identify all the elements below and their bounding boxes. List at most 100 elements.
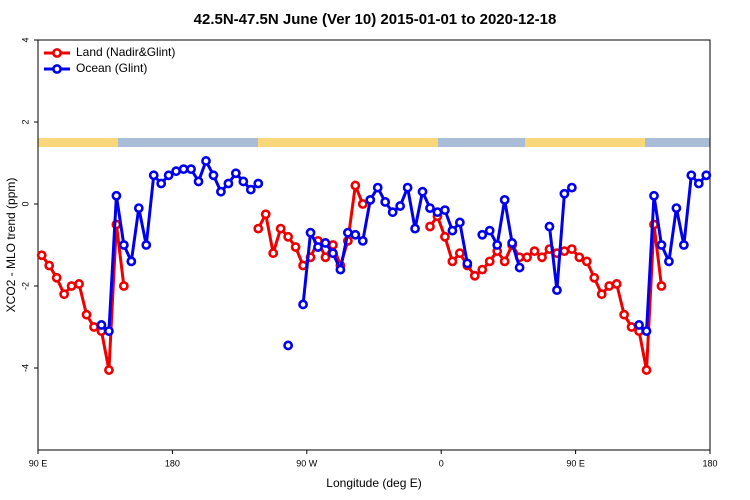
data-point bbox=[693, 178, 704, 189]
data-point bbox=[566, 182, 577, 193]
series bbox=[96, 156, 712, 351]
y-tick-label: 4 bbox=[20, 37, 30, 42]
legend-label: Ocean (Glint) bbox=[76, 61, 147, 75]
data-point bbox=[380, 197, 391, 207]
data-point bbox=[559, 246, 570, 257]
data-point bbox=[36, 250, 47, 261]
series-line bbox=[428, 213, 663, 371]
data-point bbox=[365, 194, 376, 205]
data-point bbox=[656, 240, 667, 250]
x-tick-label: 90 E bbox=[566, 458, 585, 468]
data-point bbox=[320, 252, 331, 263]
data-point bbox=[238, 176, 249, 187]
data-point bbox=[335, 264, 346, 275]
data-point bbox=[320, 238, 331, 248]
data-point bbox=[604, 281, 615, 291]
data-point bbox=[477, 229, 488, 240]
data-point bbox=[649, 190, 659, 201]
data-point bbox=[118, 240, 129, 250]
data-point bbox=[372, 182, 383, 193]
data-point bbox=[111, 190, 122, 201]
data-point bbox=[566, 244, 577, 254]
data-point bbox=[253, 178, 264, 189]
data-point bbox=[559, 188, 570, 199]
data-point bbox=[350, 180, 361, 191]
data-point bbox=[223, 178, 234, 189]
data-point bbox=[156, 178, 167, 189]
data-point bbox=[537, 252, 547, 263]
data-point bbox=[260, 209, 271, 220]
data-point bbox=[447, 256, 458, 267]
y-axis-label: XCO2 - MLO trend (ppm) bbox=[4, 178, 18, 313]
data-point bbox=[395, 201, 406, 211]
data-point bbox=[328, 248, 338, 259]
data-point bbox=[305, 227, 316, 238]
legend-label: Land (Nadir&Glint) bbox=[76, 45, 175, 59]
data-point bbox=[126, 256, 137, 267]
data-point bbox=[208, 170, 219, 181]
data-point bbox=[514, 262, 525, 273]
data-point bbox=[484, 256, 495, 267]
data-point bbox=[581, 256, 592, 267]
data-point bbox=[634, 320, 644, 330]
data-point bbox=[686, 170, 697, 181]
data-point bbox=[544, 221, 555, 232]
y-tick-label: -4 bbox=[20, 364, 30, 372]
legend-marker bbox=[52, 48, 62, 58]
data-point bbox=[440, 205, 450, 216]
data-point bbox=[499, 194, 510, 205]
land-ocean-strip bbox=[38, 138, 710, 147]
x-tick-label: 180 bbox=[702, 458, 717, 468]
data-point bbox=[522, 252, 532, 263]
data-point bbox=[425, 221, 435, 232]
data-point bbox=[664, 256, 674, 267]
data-point bbox=[51, 272, 62, 283]
data-point bbox=[507, 238, 518, 248]
data-point bbox=[492, 240, 503, 250]
data-point bbox=[477, 264, 488, 275]
data-point bbox=[66, 281, 77, 291]
series-line bbox=[638, 171, 708, 335]
data-point bbox=[454, 217, 465, 228]
y-tick-label: -2 bbox=[20, 282, 30, 290]
x-tick-label: 90 E bbox=[29, 458, 48, 468]
data-point bbox=[96, 320, 107, 330]
data-point bbox=[552, 285, 562, 295]
data-point bbox=[118, 281, 129, 291]
data-point bbox=[275, 223, 286, 234]
y-tick-label: 2 bbox=[20, 119, 30, 124]
data-point bbox=[641, 326, 652, 336]
data-point bbox=[283, 340, 294, 351]
data-point bbox=[417, 186, 428, 197]
data-point bbox=[440, 231, 450, 242]
data-point bbox=[350, 229, 361, 240]
data-point bbox=[656, 281, 667, 291]
data-point bbox=[529, 246, 540, 257]
data-point bbox=[574, 252, 585, 263]
plot-frame bbox=[37, 39, 711, 451]
data-point bbox=[462, 258, 473, 269]
data-point bbox=[410, 223, 420, 234]
data-point bbox=[589, 272, 600, 283]
data-point bbox=[178, 164, 189, 175]
data-point bbox=[469, 270, 480, 281]
data-point bbox=[447, 225, 458, 236]
data-point bbox=[163, 170, 174, 181]
legend-marker bbox=[52, 64, 62, 74]
x-tick-label: 180 bbox=[165, 458, 180, 468]
data-point bbox=[701, 170, 712, 181]
data-point bbox=[141, 240, 152, 250]
data-point bbox=[454, 248, 465, 259]
data-point bbox=[678, 240, 689, 250]
data-point bbox=[432, 207, 443, 218]
data-point bbox=[611, 279, 622, 289]
data-point bbox=[484, 225, 495, 236]
data-point bbox=[81, 309, 92, 320]
data-point bbox=[619, 309, 630, 320]
data-point bbox=[230, 168, 241, 179]
data-point bbox=[59, 289, 70, 300]
data-point bbox=[298, 299, 308, 310]
data-point bbox=[74, 279, 84, 289]
series bbox=[36, 179, 667, 375]
